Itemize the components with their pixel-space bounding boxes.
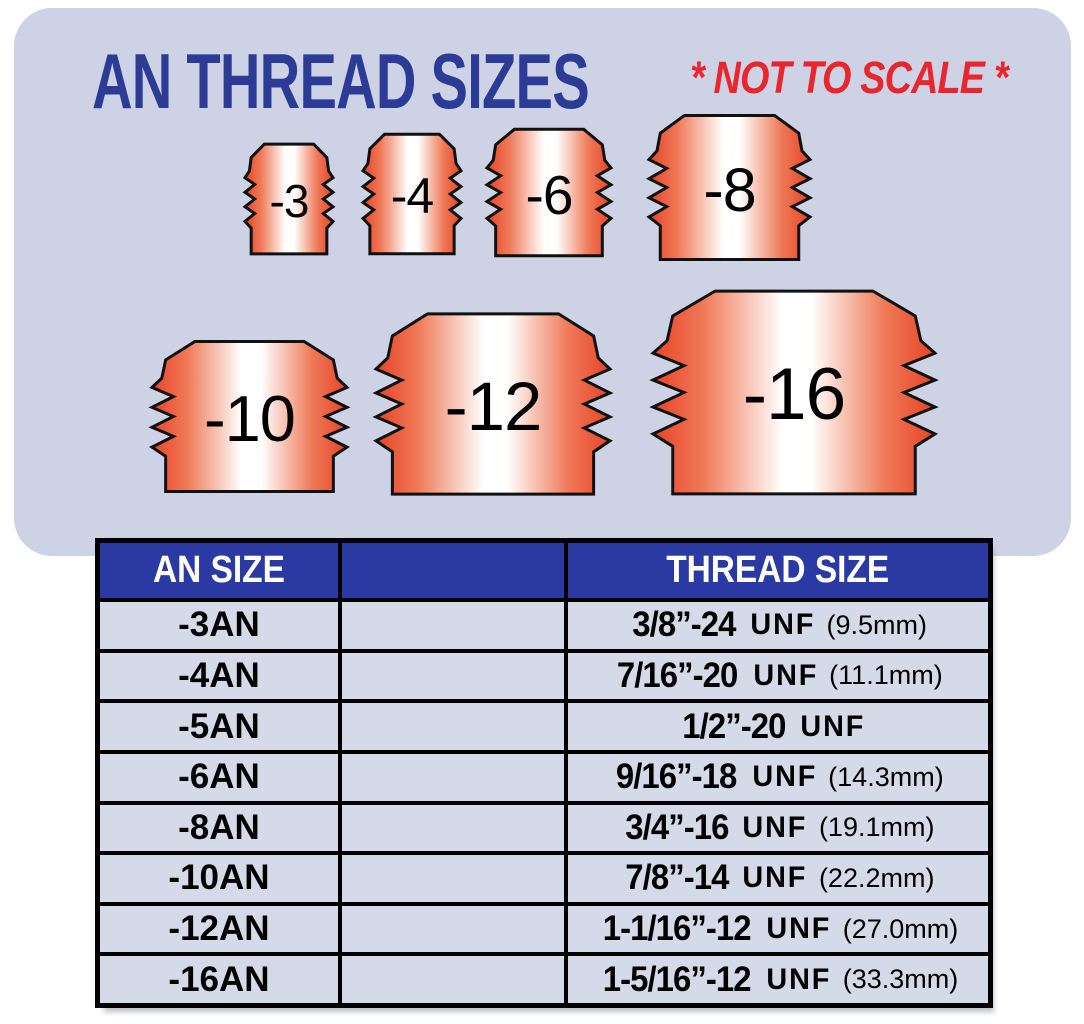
an-size-cell: -5AN xyxy=(100,703,338,750)
threaded-fitting-icon xyxy=(487,128,611,257)
an-size-cell: -10AN xyxy=(100,855,338,902)
thread-size-cell: 1-1/16”-12 UNF (27.0mm) xyxy=(568,905,988,953)
fitting-16-illustration: -16 xyxy=(653,289,935,496)
an-size-cell: -6AN xyxy=(100,753,338,801)
header-thread-size: THREAD SIZE xyxy=(568,543,988,598)
thread-size-value: 1-1/16”-12 xyxy=(602,909,751,949)
thread-size-cell: 1/2”-20 UNF xyxy=(568,703,988,750)
thread-standard: UNF xyxy=(742,810,808,844)
threaded-fitting-icon xyxy=(152,340,347,493)
thread-size-value: 9/16”-18 xyxy=(616,757,737,797)
thread-size-cell: 3/8”-24 UNF (9.5mm) xyxy=(568,602,988,649)
fitting-6-illustration: -6 xyxy=(487,128,611,257)
header-thread-size-label: THREAD SIZE xyxy=(666,549,890,591)
thread-standard: UNF xyxy=(766,962,832,996)
spacer-cell xyxy=(342,602,564,649)
thread-size-value: 1/2”-20 xyxy=(682,706,787,746)
page-title: AN THREAD SIZES xyxy=(92,39,590,126)
fitting-12-illustration: -12 xyxy=(376,312,610,496)
not-to-scale-note: * NOT TO SCALE * xyxy=(690,52,1009,103)
an-size-cell: -8AN xyxy=(100,804,338,852)
fitting-label: -4 xyxy=(390,168,434,224)
spacer-cell xyxy=(342,905,564,953)
spacer-cell xyxy=(342,956,564,1003)
fitting-label: -16 xyxy=(742,354,847,435)
thread-metric: (11.1mm) xyxy=(829,660,943,691)
thread-size-cell: 7/16”-20 UNF (11.1mm) xyxy=(568,652,988,700)
fitting-3-illustration: -3 xyxy=(245,143,333,255)
threaded-fitting-icon xyxy=(245,143,333,255)
thread-standard: UNF xyxy=(752,658,818,692)
thread-size-cell: 7/8”-14 UNF (22.2mm) xyxy=(568,855,988,902)
an-size-cell: -4AN xyxy=(100,652,338,700)
thread-metric: (19.1mm) xyxy=(818,812,935,843)
an-size-cell: -3AN xyxy=(100,602,338,649)
thread-size-cell: 1-5/16”-12 UNF (33.3mm) xyxy=(568,956,988,1003)
thread-metric: (22.2mm) xyxy=(818,862,935,893)
thread-size-value: 3/8”-24 xyxy=(632,605,736,645)
spacer-cell xyxy=(342,753,564,801)
thread-size-cell: 9/16”-18 UNF (14.3mm) xyxy=(568,753,988,801)
fitting-label: -3 xyxy=(269,175,310,227)
thread-standard: UNF xyxy=(766,912,832,946)
threaded-fitting-icon xyxy=(653,289,935,496)
threaded-fitting-icon xyxy=(649,114,810,261)
thread-metric: (27.0mm) xyxy=(842,913,959,944)
threaded-fitting-icon xyxy=(363,133,461,255)
thread-size-cell: 3/4”-16 UNF (19.1mm) xyxy=(568,804,988,852)
header-spacer xyxy=(342,543,564,598)
fitting-label: -8 xyxy=(703,155,756,224)
thread-standard: UNF xyxy=(800,709,866,743)
thread-standard: UNF xyxy=(751,760,817,794)
an-size-cell: -12AN xyxy=(100,905,338,953)
threaded-fitting-icon xyxy=(376,312,610,496)
fitting-label: -10 xyxy=(204,382,296,455)
spacer-cell xyxy=(342,804,564,852)
fitting-10-illustration: -10 xyxy=(152,340,347,493)
fitting-4-illustration: -4 xyxy=(363,133,461,255)
an-size-cell: -16AN xyxy=(100,956,338,1003)
header-an-size-label: AN SIZE xyxy=(153,549,285,591)
thread-size-value: 1-5/16”-12 xyxy=(602,959,751,999)
thread-standard: UNF xyxy=(742,861,808,895)
thread-size-value: 7/8”-14 xyxy=(624,858,729,898)
thread-size-value: 3/4”-16 xyxy=(624,807,729,847)
size-table: AN SIZE THREAD SIZE -3AN 3/8”-24 UNF (9.… xyxy=(95,538,993,1008)
fitting-8-illustration: -8 xyxy=(649,114,810,261)
spacer-cell xyxy=(342,703,564,750)
spacer-cell xyxy=(342,652,564,700)
fitting-label: -12 xyxy=(444,367,543,445)
spacer-cell xyxy=(342,855,564,902)
thread-metric: (9.5mm) xyxy=(826,609,927,640)
thread-size-value: 7/16”-20 xyxy=(617,655,738,695)
thread-metric: (33.3mm) xyxy=(842,964,959,995)
thread-metric: (14.3mm) xyxy=(828,761,944,792)
fitting-label: -6 xyxy=(525,163,574,226)
header-an-size: AN SIZE xyxy=(100,543,338,598)
thread-standard: UNF xyxy=(750,608,816,642)
